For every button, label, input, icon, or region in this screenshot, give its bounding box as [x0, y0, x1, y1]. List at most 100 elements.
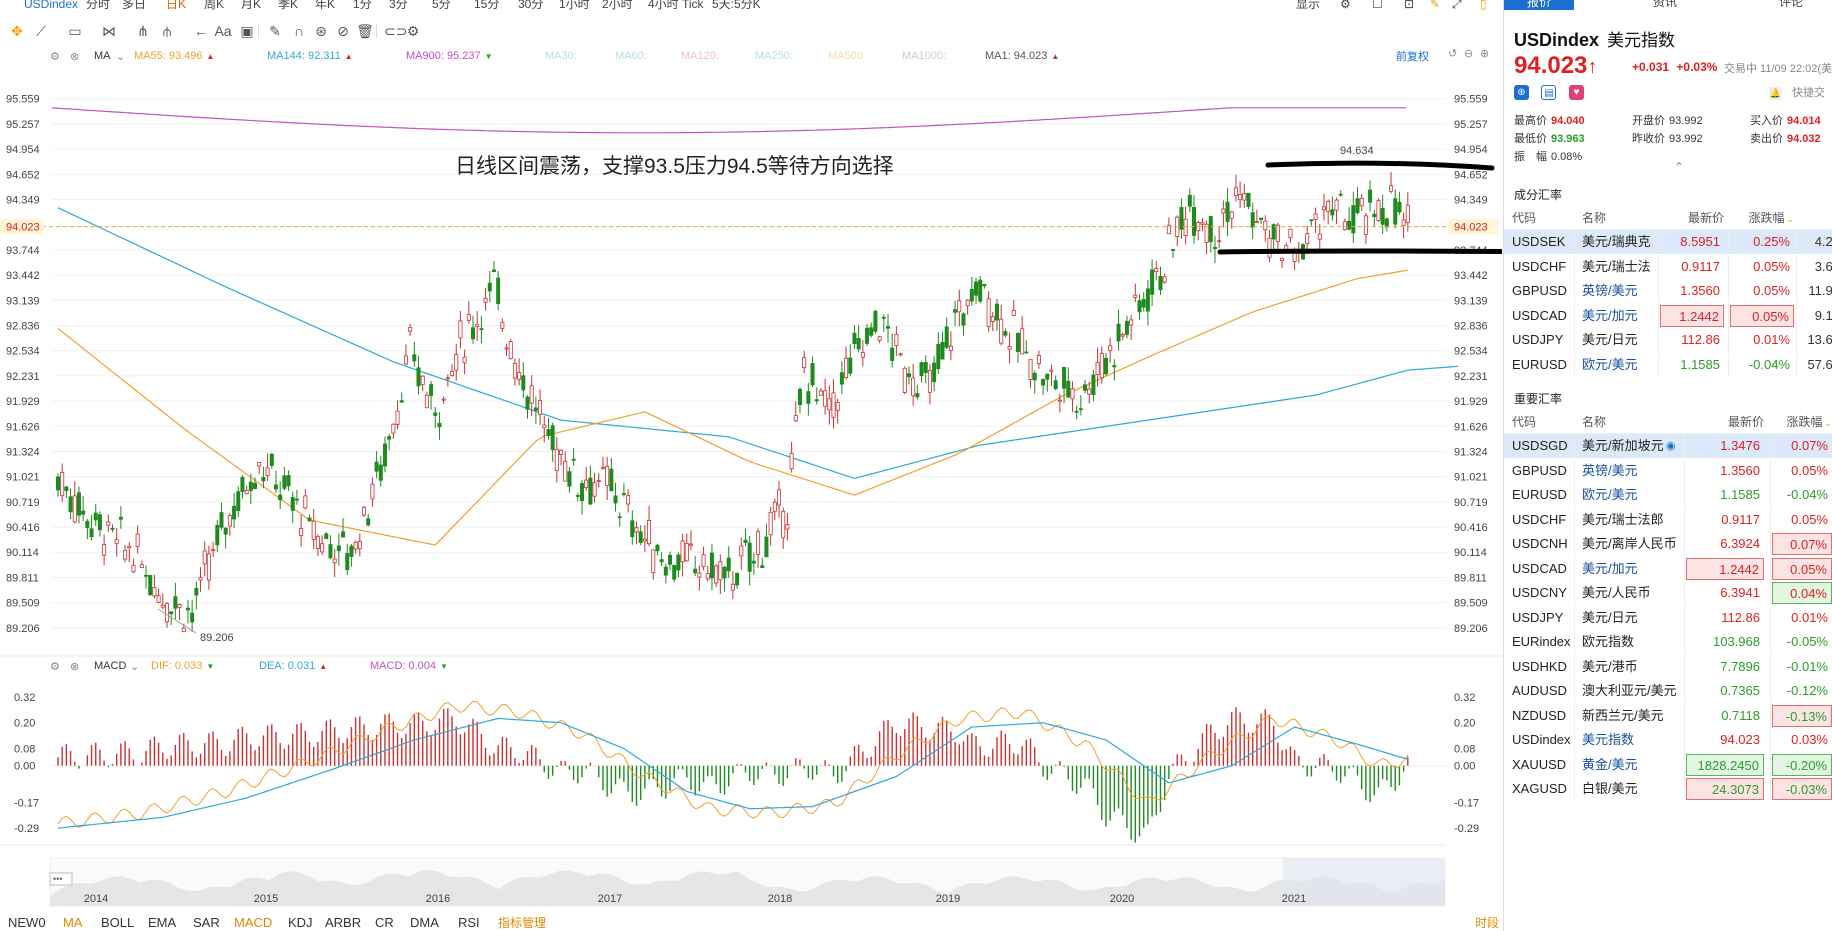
table-row[interactable]: GBPUSD 英镑/美元 1.3560 0.05%	[1504, 458, 1832, 483]
candlestick-chart[interactable]: 95.559 95.559 95.257 95.257 94.954 94.954 94.6…	[0, 44, 1555, 929]
chart-area[interactable]: 95.559 95.559 95.257 95.257 94.954 94.954 94.6…	[0, 44, 1555, 929]
period-2[interactable]: 日K	[166, 0, 187, 11]
collapse-icon[interactable]: ⊖	[1464, 48, 1474, 60]
column-header[interactable]: 权	[1804, 206, 1832, 230]
column-header[interactable]: 名称	[1582, 211, 1607, 225]
table-row[interactable]: USDSEK 美元/瑞典克 8.5951 0.25% 4.20	[1504, 230, 1832, 254]
column-header[interactable]: 名称	[1582, 415, 1607, 429]
favorite-icon[interactable]: ♥	[1568, 85, 1584, 101]
table-row[interactable]: AUDUSD 澳大利亚元/美元 0.7365 -0.12%	[1504, 679, 1832, 703]
collapse-caret-icon[interactable]: ⌃	[1674, 160, 1685, 174]
pitchfork-tool-icon[interactable]: ⫛	[162, 23, 172, 39]
overview-handle-dots[interactable]: •••	[53, 874, 62, 884]
overview-window[interactable]	[1283, 858, 1445, 906]
period-0[interactable]: 分时	[86, 0, 111, 11]
ma-title[interactable]: MA	[94, 50, 111, 62]
period-10[interactable]: 15分	[474, 0, 500, 11]
table-row[interactable]: NZDUSD 新西兰元/美元 0.7118 -0.13%	[1504, 703, 1832, 728]
note-icon[interactable]: ▤	[1541, 85, 1557, 101]
pencil-icon[interactable]: ✎	[269, 23, 281, 39]
indicator-tab[interactable]: MA	[63, 915, 83, 930]
column-header[interactable]: 最新价	[1727, 415, 1764, 429]
table-row[interactable]: USDCHF 美元/瑞士法 0.9117 0.05% 3.60	[1504, 254, 1832, 279]
ma-settings-icon[interactable]: ⚙	[50, 51, 60, 63]
column-header[interactable]: 最新价	[1687, 211, 1724, 225]
period-15[interactable]: Tick	[682, 0, 704, 11]
hide-drawings-icon[interactable]: ⊘	[337, 23, 349, 39]
indicator-tab[interactable]: MACD	[234, 915, 273, 930]
draw-icon[interactable]: ✎	[1430, 0, 1441, 11]
table-row[interactable]: USDCNY 美元/人民币 6.3941 0.04%	[1504, 581, 1832, 605]
period-14[interactable]: 4小时	[648, 0, 679, 11]
quick-trade[interactable]: 🔔 快捷交	[1769, 84, 1825, 100]
share-icon[interactable]: ⊕	[1514, 85, 1529, 101]
sort-icon[interactable]: ⌄	[1786, 214, 1794, 224]
period-16[interactable]: 5天:5分K	[712, 0, 761, 11]
table-row[interactable]: USDindex 美元指数 94.023 0.03%	[1504, 728, 1832, 752]
period-8[interactable]: 3分	[389, 0, 408, 11]
link-icon[interactable]: ⊂⊃	[384, 23, 408, 39]
table-row[interactable]: XAUUSD 黄金/美元 1828.2450 -0.20%	[1504, 752, 1832, 777]
indicator-tab[interactable]: RSI	[458, 915, 480, 930]
overview-handle[interactable]	[49, 872, 73, 886]
period-7[interactable]: 1分	[353, 0, 372, 11]
period-9[interactable]: 5分	[432, 0, 451, 11]
trash-icon[interactable]: 🗑	[356, 23, 374, 39]
settings-icon[interactable]: ⚙	[406, 23, 420, 39]
indicator-tab[interactable]: ARBR	[325, 915, 362, 930]
period-6[interactable]: 年K	[315, 0, 336, 11]
layout-icon[interactable]: ☐	[1372, 0, 1383, 11]
table-row[interactable]: USDCHF 美元/瑞士法郎 0.9117 0.05%	[1504, 507, 1832, 532]
display-menu[interactable]: 显示	[1296, 0, 1321, 11]
column-header[interactable]: 涨跌幅 ⌄	[1786, 415, 1832, 429]
tab-comments[interactable]: 评论	[1778, 0, 1803, 9]
line-tool-icon[interactable]: ⟋	[36, 23, 46, 39]
magnet-icon[interactable]: ∩	[293, 23, 305, 39]
window-icon[interactable]: ▯	[1480, 0, 1487, 11]
indicator-tab[interactable]: KDJ	[288, 915, 313, 930]
resistance-drawing[interactable]	[1265, 160, 1495, 171]
period-4[interactable]: 月K	[241, 0, 262, 11]
screenshot-icon[interactable]: ⊡	[1404, 0, 1415, 11]
table-row[interactable]: EURUSD 欧元/美元 1.1585 -0.04%	[1504, 483, 1832, 507]
period-5[interactable]: 季K	[278, 0, 299, 11]
crosshair-icon[interactable]: ✥	[11, 23, 23, 39]
macd-dropdown-icon[interactable]: ⌄	[130, 661, 140, 673]
table-row[interactable]: USDCAD 美元/加元 1.2442 0.05% 9.10	[1504, 303, 1832, 328]
table-row[interactable]: EURUSD 欧元/美元 1.1585 -0.04% 57.60	[1504, 352, 1832, 377]
reset-icon[interactable]: ↺	[1448, 48, 1458, 60]
table-row[interactable]: USDCNH 美元/离岸人民币 6.3924 0.07%	[1504, 532, 1832, 556]
quick-trade-label[interactable]: 快捷交	[1792, 87, 1825, 99]
macd-settings-icon[interactable]: ⚙	[50, 661, 60, 673]
period-3[interactable]: 周K	[204, 0, 225, 11]
indicator-tab[interactable]: 指标管理	[498, 916, 547, 930]
period-1[interactable]: 多日	[122, 0, 147, 11]
target-icon[interactable]: ◉	[1666, 440, 1676, 452]
channel-tool-icon[interactable]: ⋔	[137, 23, 149, 39]
period-11[interactable]: 30分	[518, 0, 544, 11]
shape-tool-icon[interactable]: ▭	[68, 23, 82, 39]
table-row[interactable]: USDHKD 美元/港币 7.7896 -0.01%	[1504, 654, 1832, 679]
period-12[interactable]: 1小时	[559, 0, 590, 11]
indicator-tab[interactable]: NEW0	[8, 915, 46, 930]
expand-icon[interactable]: ⊕	[1480, 48, 1490, 60]
table-row[interactable]: USDSGD 美元/新加坡元 ◉ 1.3476 0.07%	[1504, 434, 1832, 458]
indicator-tab[interactable]: SAR	[193, 915, 220, 930]
column-header[interactable]: 代码	[1512, 415, 1537, 429]
table-row[interactable]: USDJPY 美元/日元 112.86 0.01% 13.60	[1504, 328, 1832, 352]
table-row[interactable]: USDCAD 美元/加元 1.2442 0.05%	[1504, 556, 1832, 581]
macd-close-icon[interactable]: ⊗	[70, 661, 80, 673]
comment-tool-icon[interactable]: ▣	[240, 23, 254, 39]
period-13[interactable]: 2小时	[602, 0, 633, 11]
table-row[interactable]: EURindex 欧元指数 103.968 -0.05%	[1504, 630, 1832, 654]
indicator-tab[interactable]: DMA	[410, 915, 439, 930]
ma-dropdown-icon[interactable]: ⌄	[116, 51, 126, 63]
tab-quote[interactable]: 报价	[1504, 0, 1574, 10]
sort-icon[interactable]: ⌄	[1824, 418, 1832, 428]
table-row[interactable]: GBPUSD 英镑/美元 1.3560 0.05% 11.90	[1504, 279, 1832, 303]
support-drawing[interactable]	[1217, 248, 1555, 255]
lock-icon[interactable]: ⊛	[315, 23, 327, 39]
text-tool-icon[interactable]: Aa	[214, 23, 232, 39]
fullscreen-icon[interactable]: ⤢	[1452, 0, 1462, 11]
analysis-annotation[interactable]: 日线区间震荡，支撑93.5压力94.5等待方向选择	[455, 155, 894, 178]
